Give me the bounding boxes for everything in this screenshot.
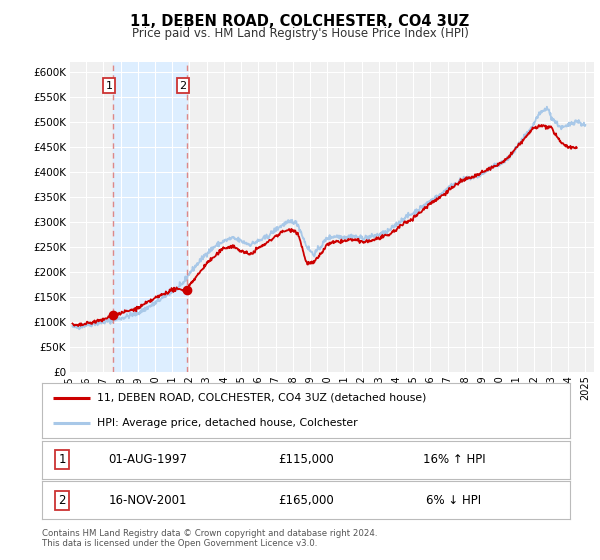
Text: 11, DEBEN ROAD, COLCHESTER, CO4 3UZ: 11, DEBEN ROAD, COLCHESTER, CO4 3UZ	[130, 14, 470, 29]
Text: 1: 1	[106, 81, 113, 91]
Text: 16-NOV-2001: 16-NOV-2001	[109, 493, 187, 507]
Text: This data is licensed under the Open Government Licence v3.0.: This data is licensed under the Open Gov…	[42, 539, 317, 548]
Text: £165,000: £165,000	[278, 493, 334, 507]
Text: 1: 1	[58, 453, 66, 466]
Text: 16% ↑ HPI: 16% ↑ HPI	[422, 453, 485, 466]
Text: HPI: Average price, detached house, Colchester: HPI: Average price, detached house, Colc…	[97, 418, 358, 428]
Text: 2: 2	[179, 81, 187, 91]
Text: 2: 2	[58, 493, 66, 507]
Text: 6% ↓ HPI: 6% ↓ HPI	[426, 493, 481, 507]
Bar	[113, 62, 187, 372]
Text: Contains HM Land Registry data © Crown copyright and database right 2024.: Contains HM Land Registry data © Crown c…	[42, 529, 377, 538]
Text: 01-AUG-1997: 01-AUG-1997	[108, 453, 187, 466]
Text: Price paid vs. HM Land Registry's House Price Index (HPI): Price paid vs. HM Land Registry's House …	[131, 27, 469, 40]
Text: £115,000: £115,000	[278, 453, 334, 466]
Text: 11, DEBEN ROAD, COLCHESTER, CO4 3UZ (detached house): 11, DEBEN ROAD, COLCHESTER, CO4 3UZ (det…	[97, 393, 427, 403]
